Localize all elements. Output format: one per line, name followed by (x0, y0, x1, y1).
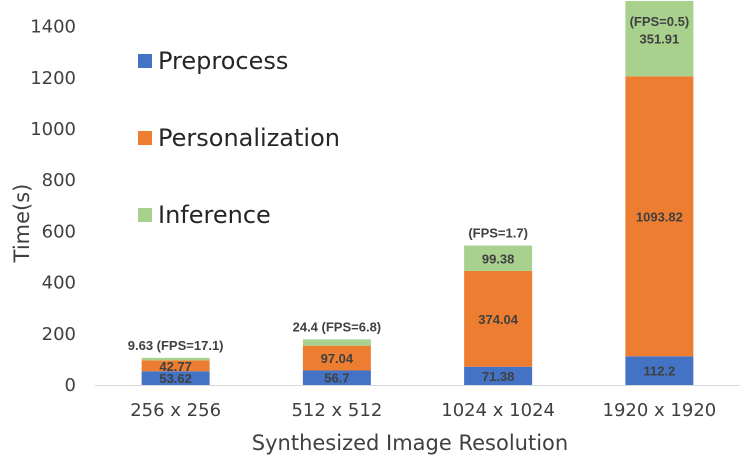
legend-label: Personalization (158, 124, 340, 152)
bar-annotation: 9.63 (FPS=17.1) (128, 338, 224, 353)
y-tick-label: 800 (42, 170, 76, 191)
segment-value-label: 71.38 (482, 369, 515, 384)
bar-annotation: (FPS=0.5) (630, 14, 690, 29)
y-tick-label: 0 (65, 375, 76, 396)
y-tick-label: 1400 (30, 17, 76, 38)
bar-segment (141, 360, 210, 372)
x-tick-label: 1024 x 1024 (441, 400, 555, 421)
y-tick-label: 600 (42, 221, 76, 242)
segment-value-label: 42.77 (159, 359, 192, 374)
bar-annotation: (FPS=1.7) (468, 226, 528, 241)
bar-segment (464, 366, 533, 385)
bar-segment (464, 245, 533, 271)
bar-annotation: 24.4 (FPS=6.8) (293, 319, 382, 334)
bar-segment (302, 370, 371, 385)
y-tick-label: 1200 (30, 68, 76, 89)
bar-segment (302, 345, 371, 371)
bar-segment (141, 357, 210, 361)
segment-value-label: 374.04 (478, 312, 519, 327)
bar-segment (464, 270, 533, 367)
segment-value-label: 112.2 (643, 364, 675, 379)
segment-value-label: 351.91 (639, 32, 679, 47)
legend-swatch (138, 131, 152, 145)
bars-group (141, 1, 694, 385)
y-axis-ticks: 0 200 400 600 800 1000 1200 1400 (30, 17, 76, 396)
x-axis-ticks: 256 x 256 512 x 512 1024 x 1024 1920 x 1920 (130, 400, 716, 421)
segment-value-label: 97.04 (321, 351, 354, 366)
y-tick-label: 200 (42, 324, 76, 345)
y-tick-label: 1000 (30, 119, 76, 140)
bar-segment (141, 371, 210, 385)
segment-value-label: 53.62 (159, 371, 192, 386)
segment-value-label: 56.7 (324, 371, 349, 386)
x-axis-title: Synthesized Image Resolution (252, 431, 568, 455)
bar-annotations: 9.63 (FPS=17.1) 24.4 (FPS=6.8) (FPS=1.7) (F… (128, 14, 689, 353)
bar-segment (625, 356, 694, 385)
y-axis-title: Time(s) (10, 184, 34, 264)
bar-segment (625, 76, 694, 357)
legend-swatch (138, 208, 152, 222)
bar-segment (625, 1, 694, 77)
legend-label: Inference (158, 201, 271, 229)
legend-label: Preprocess (158, 47, 288, 75)
bar-segment (302, 339, 371, 346)
y-tick-label: 400 (42, 273, 76, 294)
segment-value-label: 99.38 (482, 251, 515, 266)
legend-swatch (138, 54, 152, 68)
x-tick-label: 1920 x 1920 (603, 400, 717, 421)
segment-value-label: 1093.82 (636, 209, 683, 224)
x-tick-label: 256 x 256 (130, 400, 221, 421)
x-tick-label: 512 x 512 (291, 400, 382, 421)
legend: Preprocess Personalization Inference (138, 47, 340, 229)
